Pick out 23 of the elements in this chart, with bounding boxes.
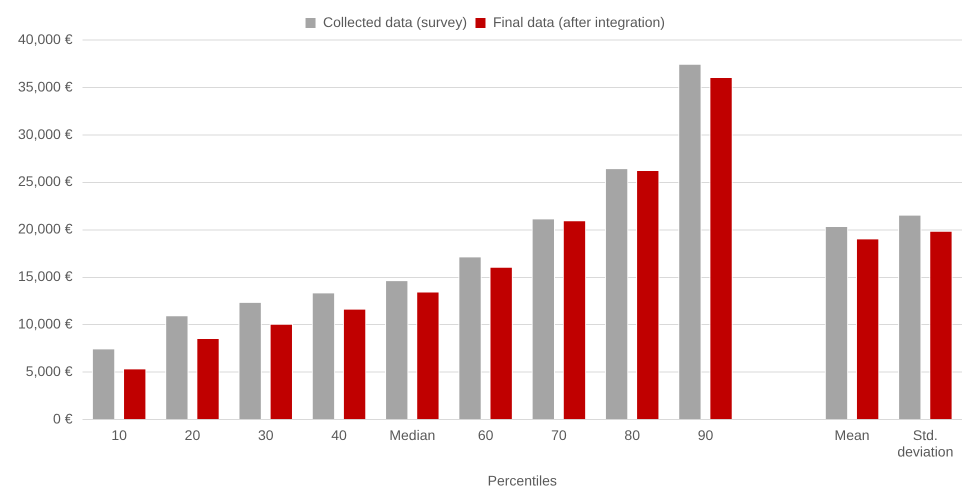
x-tick-label: 20 xyxy=(184,426,200,443)
y-tick-label: 20,000 € xyxy=(18,220,73,237)
x-tick-label: Std. deviation xyxy=(897,426,954,460)
x-tick-label: 70 xyxy=(551,426,567,443)
y-tick-label: 0 € xyxy=(53,410,73,426)
x-tick-label: 60 xyxy=(478,426,494,443)
y-tick-label: 30,000 € xyxy=(18,126,73,142)
legend-label: Collected data (survey) xyxy=(323,14,467,30)
y-tick-label: 10,000 € xyxy=(18,316,73,332)
x-tick-label: 10 xyxy=(111,426,128,443)
x-tick-label: 30 xyxy=(258,426,274,443)
x-tick-label: 80 xyxy=(624,426,640,443)
x-tick-label: Mean xyxy=(834,426,870,443)
legend-label: Final data (after integration) xyxy=(492,14,665,30)
y-tick-label: 25,000 € xyxy=(18,173,73,190)
y-tick-label: 5,000 € xyxy=(26,363,73,380)
y-tick-label: 35,000 € xyxy=(18,78,73,94)
x-tick-label: 90 xyxy=(698,426,714,443)
y-tick-label: 15,000 € xyxy=(18,268,73,284)
x-tick-label: Median xyxy=(389,426,436,443)
y-tick-label: 40,000 € xyxy=(18,30,73,47)
x-axis-title: Percentiles xyxy=(488,472,557,488)
x-tick-label: 40 xyxy=(331,426,348,443)
